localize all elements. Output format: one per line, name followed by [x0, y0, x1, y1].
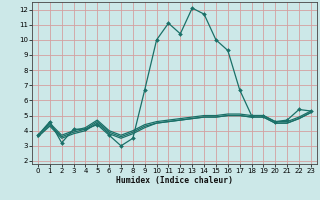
- X-axis label: Humidex (Indice chaleur): Humidex (Indice chaleur): [116, 176, 233, 185]
